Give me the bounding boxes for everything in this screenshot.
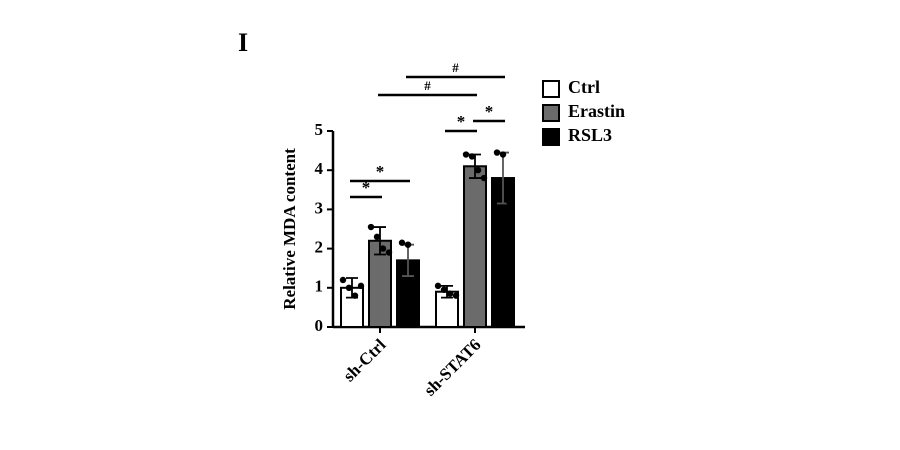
panel-label: I (238, 28, 248, 57)
x-tick-label: sh-STAT6 (420, 335, 484, 399)
error-bar (441, 284, 453, 299)
data-point (462, 151, 470, 158)
error-bar (374, 226, 386, 256)
data-point (446, 290, 454, 297)
legend-swatch (542, 104, 560, 122)
legend-swatch (542, 128, 560, 146)
data-point (398, 239, 406, 246)
data-point (345, 284, 353, 291)
data-point (373, 233, 381, 241)
data-point (505, 198, 513, 205)
y-tick-label: 4 (315, 159, 324, 178)
y-tick-label: 1 (315, 277, 324, 296)
y-tick-label: 2 (315, 238, 324, 257)
y-axis-label: Relative MDA content (280, 148, 299, 310)
data-point (480, 174, 488, 182)
data-point (339, 276, 347, 284)
y-tick-label: 3 (315, 198, 324, 217)
data-point (404, 241, 412, 248)
significance-label: # (452, 60, 459, 75)
data-point (493, 149, 501, 156)
y-tick-label: 0 (315, 316, 324, 335)
data-point (379, 245, 387, 252)
data-point (385, 249, 393, 256)
y-tick-label: 5 (315, 120, 324, 139)
significance-label: * (376, 162, 385, 181)
data-point (452, 292, 460, 299)
data-point (440, 286, 448, 293)
data-point (468, 153, 476, 160)
legend-label: Erastin (568, 101, 625, 121)
legend-label: RSL3 (568, 125, 612, 145)
significance-label: * (485, 102, 494, 121)
significance-label: # (424, 78, 431, 93)
data-point (410, 261, 418, 268)
data-point (434, 282, 442, 290)
data-point (351, 292, 359, 299)
data-point (499, 151, 507, 158)
data-point (357, 282, 365, 290)
data-point (367, 223, 375, 231)
significance-label: * (362, 178, 371, 197)
significance-label: * (457, 112, 466, 131)
legend-label: Ctrl (568, 77, 600, 97)
data-point (474, 167, 482, 174)
legend-swatch (542, 80, 560, 98)
bar (463, 165, 487, 328)
x-tick-label: sh-Ctrl (339, 335, 389, 385)
